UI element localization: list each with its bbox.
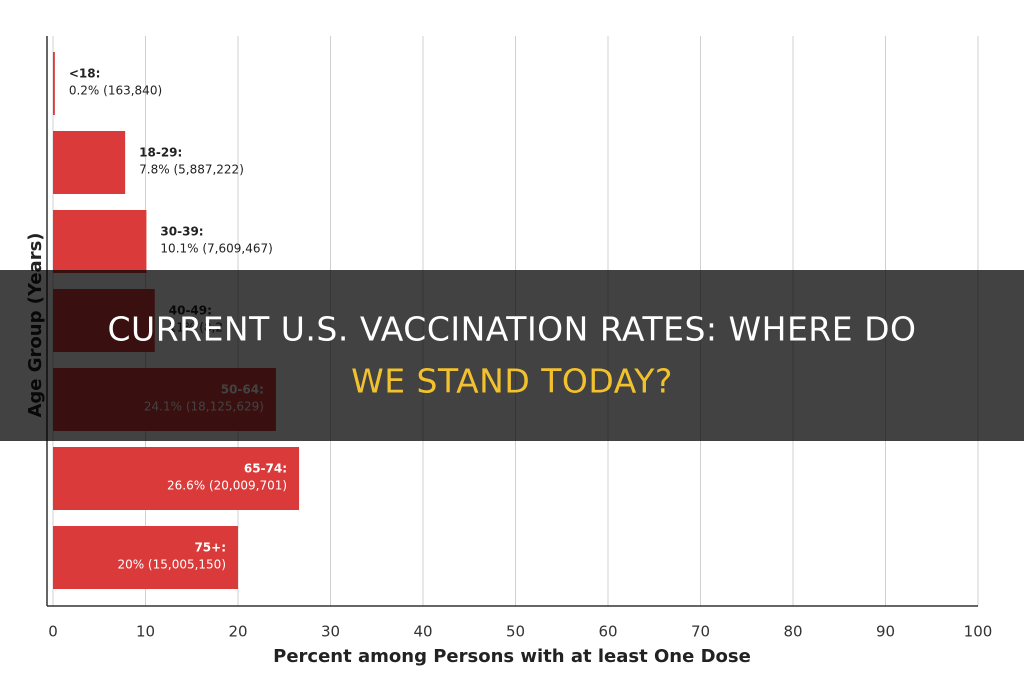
bar: [53, 52, 55, 115]
x-tick-label: 10: [136, 623, 155, 641]
x-tick-label: 30: [321, 623, 340, 641]
x-tick-label: 50: [506, 623, 525, 641]
x-tick-label: 80: [783, 623, 802, 641]
x-tick-label: 60: [598, 623, 617, 641]
x-tick-label: 40: [413, 623, 432, 641]
category-label: 65-74:: [244, 462, 287, 476]
value-label: 20% (15,005,150): [117, 558, 226, 572]
category-label: <18:: [69, 67, 101, 81]
bar: [53, 447, 300, 510]
x-tick-label: 90: [876, 623, 895, 641]
x-axis-title: Percent among Persons with at least One …: [273, 646, 751, 667]
x-tick-label: 100: [964, 623, 993, 641]
bar: [53, 210, 147, 273]
category-label: 30-39:: [160, 225, 203, 239]
value-label: 26.6% (20,009,701): [167, 479, 287, 493]
banner-title-line: WE STAND TODAY?: [351, 362, 673, 401]
value-label: 10.1% (7,609,467): [160, 242, 272, 256]
value-label: 0.2% (163,840): [69, 84, 162, 98]
bar: [53, 526, 238, 589]
category-label: 75+:: [194, 541, 226, 555]
banner-title-line: CURRENT U.S. VACCINATION RATES: WHERE DO: [108, 310, 917, 349]
x-tick-label: 70: [691, 623, 710, 641]
banner-overlay: [0, 270, 1024, 441]
bar: [53, 131, 126, 194]
category-label: 18-29:: [139, 146, 182, 160]
x-tick-label: 20: [228, 623, 247, 641]
value-label: 7.8% (5,887,222): [139, 163, 244, 177]
x-tick-label: 0: [48, 623, 58, 641]
